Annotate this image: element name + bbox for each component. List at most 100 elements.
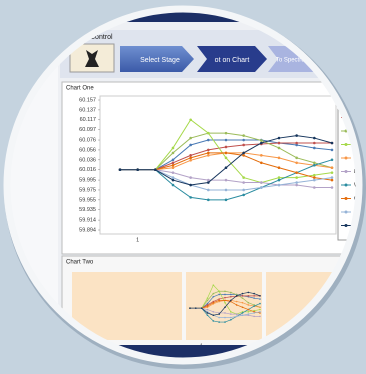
- y-tick-label: 59.955: [79, 197, 96, 203]
- chart-title: Chart One: [66, 86, 94, 92]
- y-tick-label: 60.097: [79, 127, 96, 133]
- data-point: [247, 291, 250, 294]
- data-point: [154, 168, 157, 171]
- data-point: [206, 312, 209, 314]
- data-point: [235, 315, 238, 318]
- data-point: [171, 151, 175, 155]
- y-tick-label: 59.975: [79, 187, 96, 193]
- data-point: [295, 141, 298, 145]
- data-point: [189, 307, 191, 309]
- data-point: [230, 295, 232, 298]
- data-point: [171, 178, 175, 182]
- data-point: [313, 176, 316, 179]
- data-point: [313, 178, 316, 182]
- data-point: [330, 178, 334, 182]
- y-tick-label: 60.036: [79, 157, 96, 163]
- data-point: [224, 290, 226, 293]
- data-point: [224, 312, 226, 314]
- data-point: [212, 301, 215, 304]
- data-point: [313, 141, 316, 145]
- data-point: [260, 161, 263, 165]
- y-tick-label: 60.016: [79, 167, 96, 173]
- data-point: [189, 159, 192, 162]
- data-point: [242, 181, 245, 184]
- icon: [85, 50, 99, 67]
- data-point: [313, 186, 316, 189]
- data-point: [241, 297, 244, 299]
- data-point: [295, 161, 298, 165]
- data-point: [212, 314, 215, 317]
- data-point: [224, 178, 228, 182]
- data-point: [277, 146, 281, 150]
- button-label: Select Stage: [140, 57, 180, 64]
- data-point: [230, 313, 232, 315]
- data-point: [224, 316, 226, 319]
- data-point: [207, 178, 210, 182]
- data-point: [313, 136, 316, 140]
- data-point: [206, 306, 209, 309]
- lens-ring: [3, 5, 363, 365]
- data-point: [195, 307, 197, 309]
- legend-marker: [344, 183, 348, 187]
- data-point: [242, 193, 245, 197]
- data-point: [241, 312, 244, 314]
- y-tick-label: 59.894: [79, 227, 96, 233]
- data-point: [241, 292, 244, 295]
- data-point: [230, 316, 232, 319]
- data-point: [200, 307, 203, 309]
- data-point: [247, 301, 250, 304]
- y-tick-label: 59.995: [79, 178, 96, 184]
- y-tick-label: 60.117: [80, 117, 96, 123]
- data-point: [212, 295, 215, 298]
- data-point: [189, 143, 192, 147]
- data-point: [295, 181, 298, 184]
- data-point: [206, 308, 209, 311]
- data-point: [224, 145, 228, 149]
- data-point: [277, 176, 281, 179]
- data-point: [259, 312, 261, 314]
- button-label: ot on Chart: [215, 57, 250, 64]
- data-point: [295, 171, 298, 174]
- y-tick-label: 59.914: [79, 218, 96, 224]
- data-point: [224, 156, 228, 160]
- data-point: [206, 304, 209, 306]
- data-point: [207, 151, 210, 155]
- legend-marker: [344, 143, 348, 146]
- data-point: [277, 166, 281, 170]
- data-point: [230, 311, 232, 313]
- data-point: [295, 143, 298, 147]
- data-point: [253, 309, 255, 312]
- data-point: [224, 131, 228, 135]
- data-point: [224, 188, 228, 192]
- button[interactable]: [120, 46, 194, 72]
- data-point: [218, 293, 220, 296]
- data-point: [171, 161, 175, 165]
- data-point: [224, 299, 226, 302]
- data-point: [277, 178, 281, 182]
- data-point: [171, 171, 175, 174]
- data-point: [260, 154, 263, 157]
- data-point: [247, 295, 250, 297]
- data-point: [241, 301, 244, 304]
- data-point: [295, 183, 298, 187]
- data-point: [212, 311, 215, 313]
- data-point: [313, 146, 316, 150]
- data-point: [259, 295, 261, 297]
- data-point: [241, 311, 244, 313]
- data-point: [242, 151, 245, 155]
- data-point: [218, 290, 220, 293]
- button[interactable]: [197, 46, 267, 72]
- data-point: [206, 314, 209, 317]
- chart-two-pane: [72, 272, 182, 340]
- legend-marker: [344, 156, 348, 160]
- data-point: [260, 181, 263, 184]
- data-point: [259, 306, 261, 309]
- chart-two-title: Chart Two: [66, 260, 94, 266]
- data-point: [218, 298, 220, 300]
- data-point: [230, 319, 232, 321]
- data-point: [260, 141, 263, 145]
- data-point: [330, 158, 334, 162]
- data-point: [212, 284, 215, 286]
- data-point: [277, 141, 281, 145]
- data-point: [330, 141, 334, 145]
